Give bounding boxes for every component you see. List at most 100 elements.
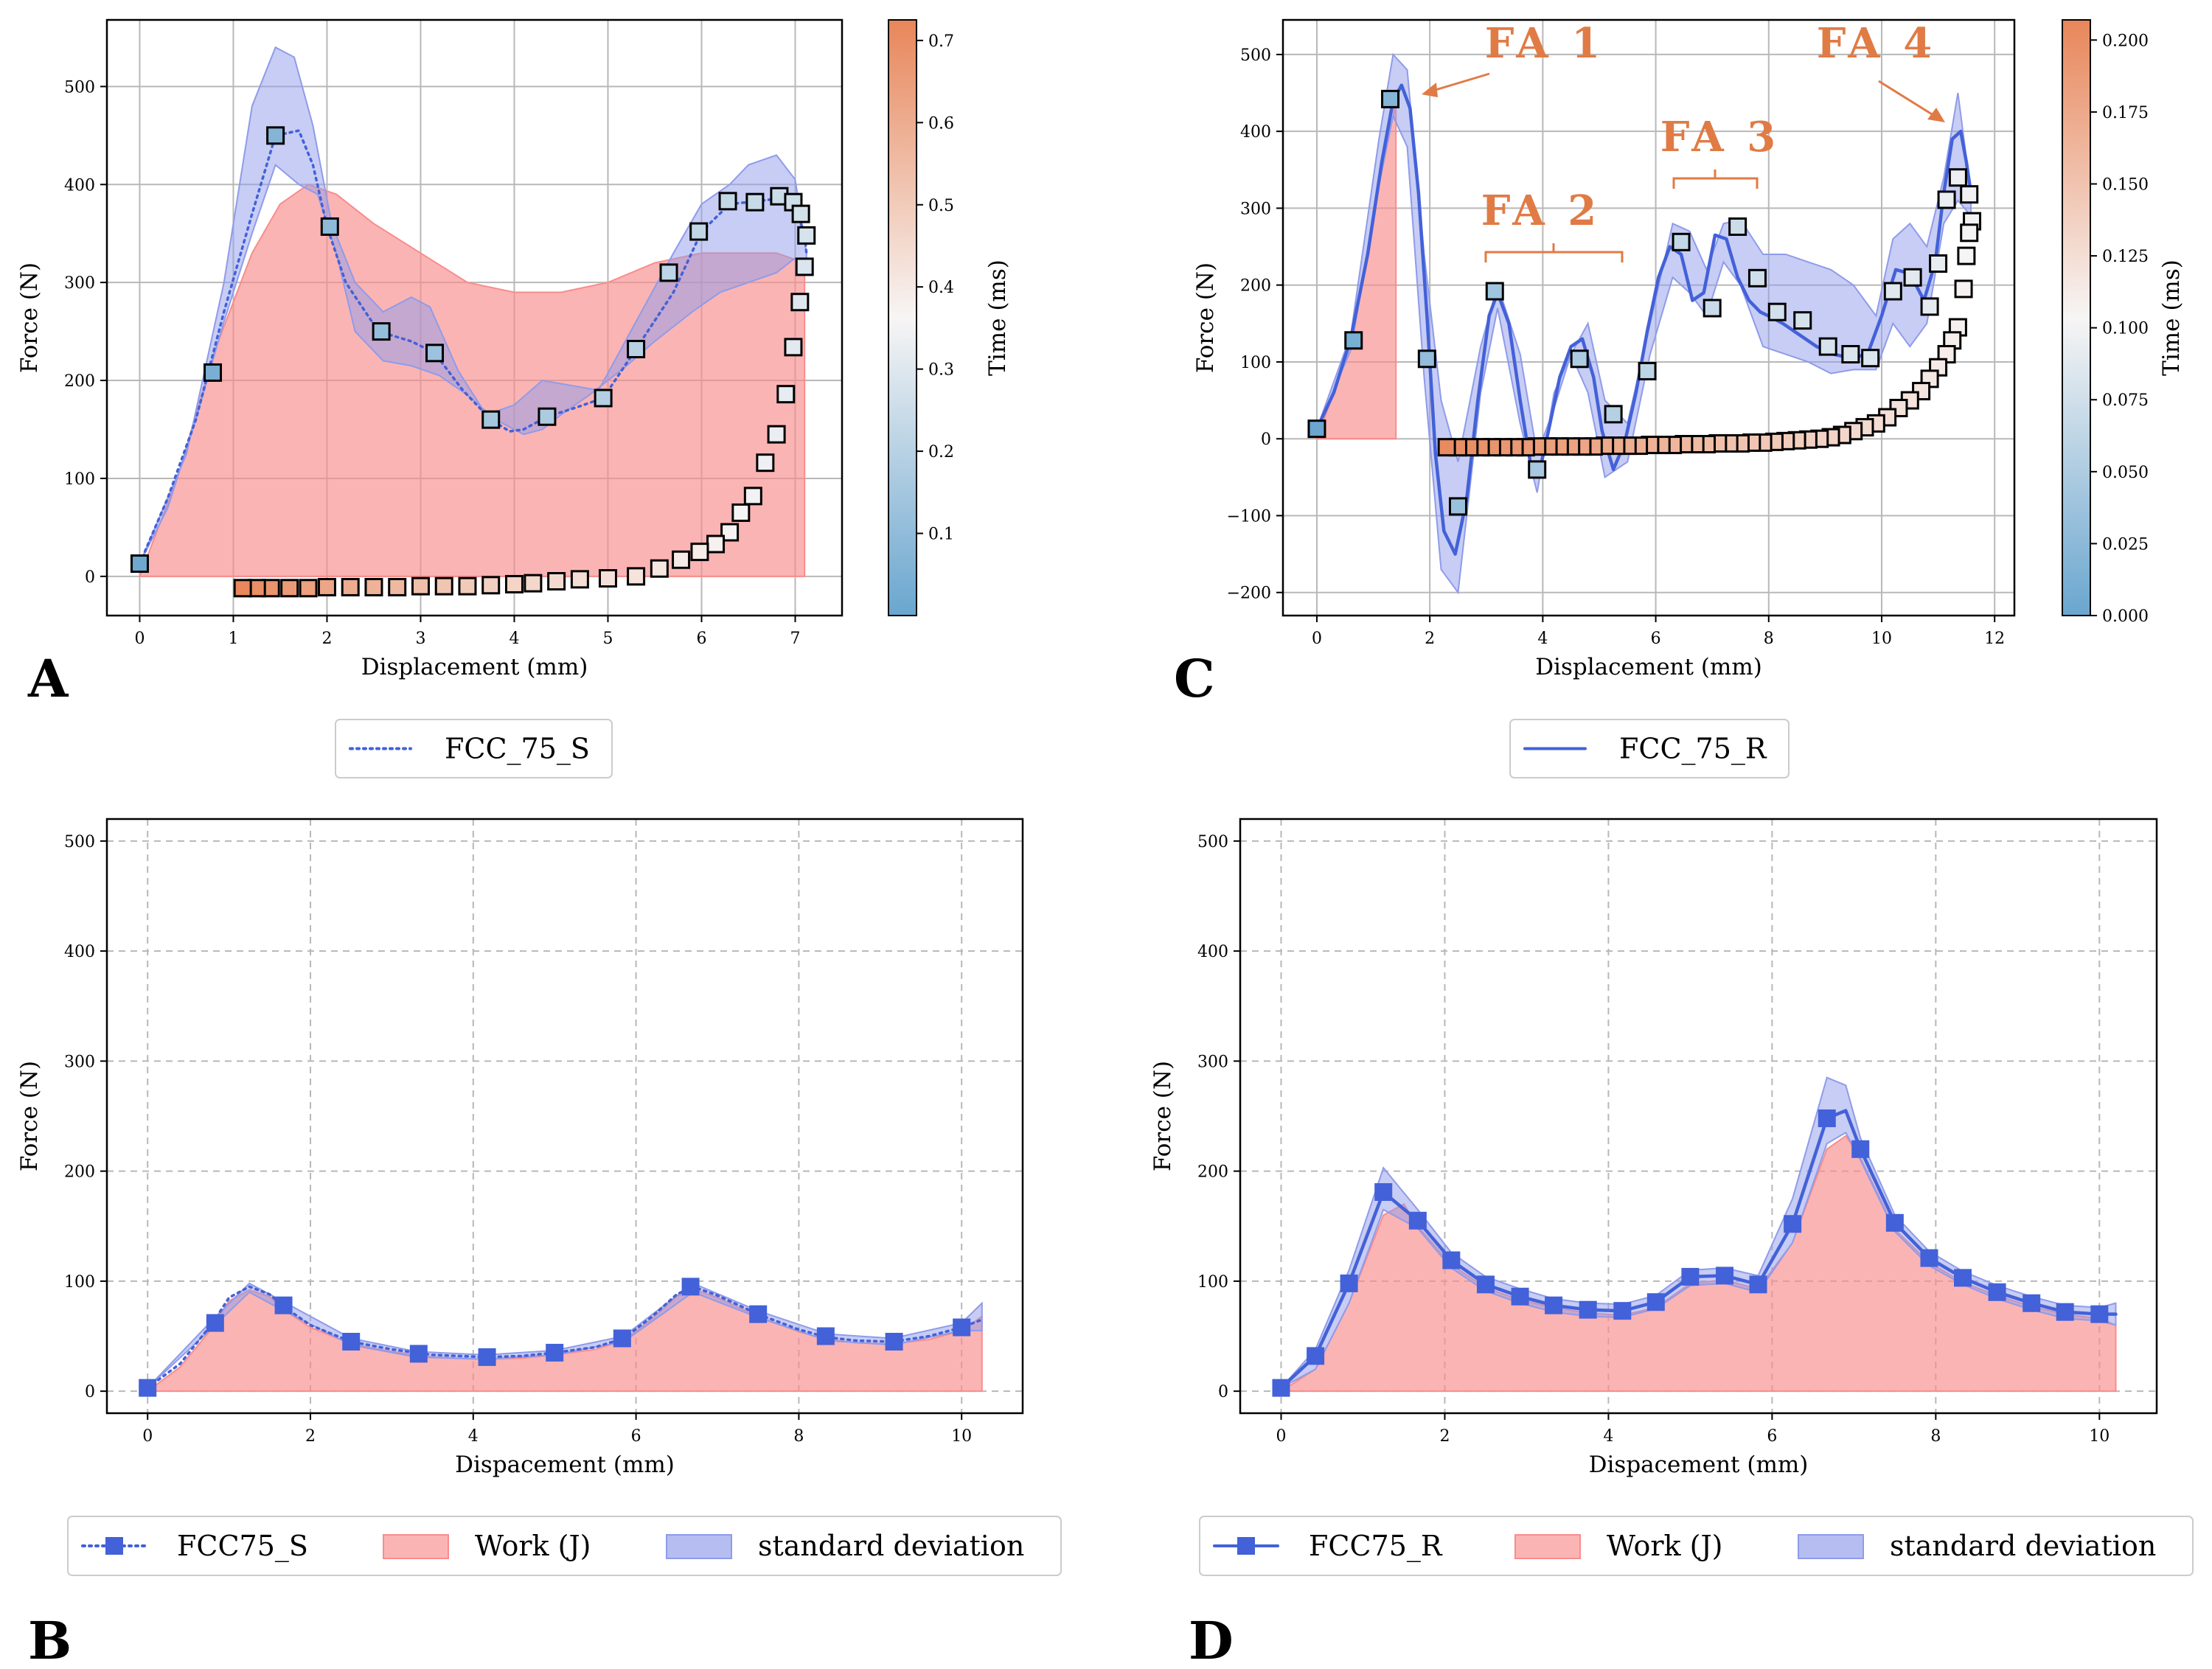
data-point-marker xyxy=(720,523,740,542)
data-point-marker xyxy=(816,1327,835,1345)
legend-marker-swatch xyxy=(105,1537,123,1555)
legend-std-swatch xyxy=(1798,1534,1864,1559)
colorbar-tick-label: 0.6 xyxy=(928,114,954,133)
data-point-marker xyxy=(718,192,737,211)
legend-label: FCC_75_S xyxy=(445,733,590,766)
colorbar-tick-label: 0.025 xyxy=(2102,535,2149,554)
x-tick-label: 1 xyxy=(228,630,238,648)
mean-force-curve xyxy=(1315,83,1973,556)
data-point-marker xyxy=(690,543,709,562)
data-point-marker xyxy=(320,217,339,236)
data-point-marker xyxy=(1545,1296,1563,1314)
data-point-marker xyxy=(341,577,360,596)
data-point-marker xyxy=(791,204,810,223)
colorbar-tick-label: 0.000 xyxy=(2102,607,2149,626)
y-tick-label: 200 xyxy=(64,372,95,391)
data-point-marker xyxy=(139,1379,157,1397)
plot-frame xyxy=(105,18,844,617)
data-point-marker xyxy=(613,1329,631,1348)
x-tick-label: 6 xyxy=(631,1427,641,1446)
colorbar-label: Time (ms) xyxy=(984,259,1011,376)
fa1-arrowhead xyxy=(1422,83,1438,97)
data-point-marker xyxy=(659,263,678,282)
colorbar-tick-label: 0.2 xyxy=(928,443,954,461)
data-point-marker xyxy=(784,338,803,357)
data-point-marker xyxy=(1861,349,1880,368)
legend-label: Work (J) xyxy=(1607,1530,1723,1562)
data-point-marker xyxy=(756,453,775,473)
data-point-marker xyxy=(1818,1109,1836,1127)
data-point-marker xyxy=(745,192,765,212)
data-point-marker xyxy=(1681,1267,1700,1286)
data-point-marker xyxy=(790,293,810,312)
data-point-marker xyxy=(598,569,617,588)
data-point-marker xyxy=(594,388,613,408)
colorbar-tick-label: 0.7 xyxy=(928,32,954,51)
x-tick-label: 6 xyxy=(1767,1427,1777,1446)
y-tick-label: −200 xyxy=(1227,585,1271,603)
data-point-marker xyxy=(689,222,709,241)
y-tick-label: −100 xyxy=(1227,507,1271,526)
fa4-arrow xyxy=(1878,80,1936,118)
data-point-marker xyxy=(1903,268,1922,287)
y-tick-label: 100 xyxy=(1240,354,1271,372)
legend-work-swatch xyxy=(1514,1534,1581,1559)
data-point-marker xyxy=(2090,1305,2109,1323)
data-point-marker xyxy=(481,576,501,595)
y-axis-label: Force (N) xyxy=(16,1061,43,1171)
data-point-marker xyxy=(411,576,430,596)
panel-letter: A xyxy=(27,648,69,709)
y-tick-label: 500 xyxy=(64,78,95,97)
data-point-marker xyxy=(274,1296,293,1314)
x-tick-label: 0 xyxy=(134,630,145,648)
panel-letter: D xyxy=(1189,1610,1234,1669)
data-point-marker xyxy=(372,322,391,341)
data-point-marker xyxy=(749,1305,768,1323)
x-tick-label: 4 xyxy=(509,630,519,648)
data-point-marker xyxy=(1604,405,1623,424)
data-point-marker xyxy=(1381,89,1400,108)
data-point-marker xyxy=(1638,361,1657,380)
plot-frame xyxy=(1281,18,2016,617)
x-axis-label: Displacement (mm) xyxy=(1535,654,1762,680)
data-point-marker xyxy=(1485,282,1504,301)
colorbar-tick-label: 0.125 xyxy=(2102,248,2149,266)
x-axis-label: Displacement (mm) xyxy=(361,654,588,680)
data-point-marker xyxy=(743,487,762,506)
data-point-marker xyxy=(627,567,646,586)
data-point-marker xyxy=(1672,232,1691,251)
y-tick-label: 500 xyxy=(1197,833,1228,851)
data-point-marker xyxy=(1747,268,1767,288)
data-point-marker xyxy=(776,385,796,404)
y-tick-label: 100 xyxy=(64,470,95,489)
plot-frame xyxy=(1239,818,2158,1415)
data-point-marker xyxy=(1953,1269,1972,1287)
colorbar-tick-label: 0.100 xyxy=(2102,320,2149,338)
data-point-marker xyxy=(570,570,589,589)
data-point-marker xyxy=(1703,299,1722,318)
fa-annotation-label: FA 2 xyxy=(1481,187,1601,235)
data-point-marker xyxy=(1851,1140,1870,1158)
data-point-marker xyxy=(1920,1249,1938,1267)
x-tick-label: 6 xyxy=(696,630,706,648)
data-point-marker xyxy=(1988,1283,2006,1301)
y-tick-label: 0 xyxy=(1261,431,1271,449)
colorbar-tick-label: 0.050 xyxy=(2102,464,2149,482)
y-tick-label: 300 xyxy=(64,1053,95,1071)
y-tick-label: 100 xyxy=(64,1273,95,1292)
data-point-marker xyxy=(1937,190,1956,209)
data-point-marker xyxy=(1408,1211,1427,1230)
data-point-marker xyxy=(681,1278,700,1296)
x-tick-label: 10 xyxy=(1871,630,1892,648)
mean-force-curve xyxy=(146,1285,984,1390)
data-point-marker xyxy=(478,1348,496,1366)
x-tick-label: 6 xyxy=(1651,630,1661,648)
y-tick-label: 300 xyxy=(64,274,95,293)
fa4-arrowhead xyxy=(1927,108,1945,122)
y-tick-label: 100 xyxy=(1197,1273,1228,1292)
data-point-marker xyxy=(538,407,557,426)
data-point-marker xyxy=(481,410,501,429)
data-point-marker xyxy=(1716,1266,1734,1285)
data-point-marker xyxy=(364,577,383,596)
